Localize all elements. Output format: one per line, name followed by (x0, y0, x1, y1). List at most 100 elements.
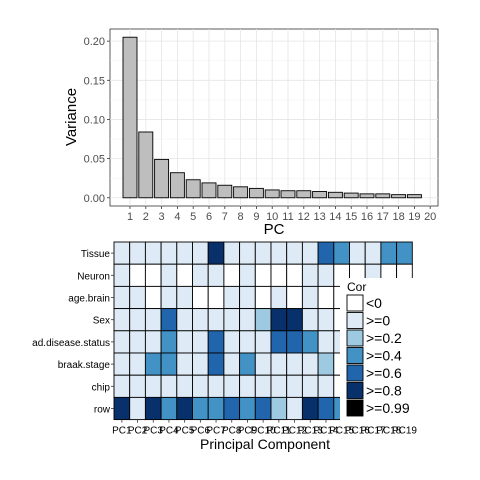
heat-cell (271, 375, 287, 397)
heat-cell (255, 331, 271, 353)
bar-pc8 (234, 187, 248, 198)
heat-cell (130, 331, 146, 353)
heat-cell (224, 264, 240, 286)
heat-cell (177, 242, 193, 264)
bar-pc4 (170, 173, 184, 198)
x-tick-label: 20 (424, 211, 436, 223)
heatmap-legend: Cor <0>=0>=0.2>=0.4>=0.6>=0.8>=0.99 (340, 278, 422, 424)
bar-pc17 (376, 194, 390, 198)
heat-cell (224, 353, 240, 375)
heat-cell (318, 397, 334, 419)
heat-cell (287, 264, 303, 286)
legend-label: <0 (366, 295, 382, 311)
heat-cell (350, 242, 366, 264)
row-label: braak.stage (58, 360, 111, 371)
heat-cell (240, 397, 256, 419)
heat-cell (224, 375, 240, 397)
row-label: age.brain (68, 294, 110, 305)
heat-cell (161, 375, 177, 397)
heat-cell (271, 331, 287, 353)
x-tick-label: 12 (298, 211, 310, 223)
heat-cell (145, 286, 161, 308)
y-tick-label: 0.20 (84, 36, 105, 48)
x-tick-label: 1 (127, 211, 133, 223)
x-tick-label: 8 (238, 211, 244, 223)
row-label: Tissue (81, 249, 111, 260)
heat-cell (193, 331, 209, 353)
bar-pc15 (344, 193, 358, 198)
heat-cell (208, 353, 224, 375)
x-tick-label: 19 (408, 211, 420, 223)
heat-cell (302, 242, 318, 264)
heat-cell (177, 309, 193, 331)
heat-cell (145, 397, 161, 419)
heat-cell (318, 286, 334, 308)
heat-cell (161, 242, 177, 264)
heat-cell (255, 286, 271, 308)
legend-swatch (347, 348, 363, 364)
heat-cell (193, 397, 209, 419)
heat-cell (177, 353, 193, 375)
heat-cell (177, 375, 193, 397)
heat-cell (161, 264, 177, 286)
bar-pc6 (202, 183, 216, 198)
scree-x-title: PC (264, 221, 285, 238)
heat-cell (114, 242, 130, 264)
bar-pc5 (186, 180, 200, 198)
x-tick-label: 2 (143, 211, 149, 223)
heat-cell (145, 264, 161, 286)
heat-cell (255, 309, 271, 331)
heat-cell (271, 242, 287, 264)
heat-cell (145, 309, 161, 331)
bar-pc10 (265, 190, 279, 198)
bar-pc13 (313, 192, 327, 198)
heat-cell (177, 397, 193, 419)
heat-cell (255, 264, 271, 286)
legend-label: >=0.2 (366, 330, 402, 346)
heat-cell (193, 264, 209, 286)
row-label: Neuron (77, 271, 110, 282)
heat-cell (255, 375, 271, 397)
legend-swatch (347, 383, 363, 399)
legend-swatch (347, 330, 363, 346)
bar-pc16 (360, 194, 374, 198)
heat-cell (271, 309, 287, 331)
heat-cell (334, 242, 350, 264)
heat-cell (114, 309, 130, 331)
x-tick-label: 16 (361, 211, 373, 223)
legend-label: >=0.6 (366, 365, 402, 381)
col-label: PC19 (392, 426, 417, 437)
heat-cell (130, 264, 146, 286)
heat-cell (130, 353, 146, 375)
bar-pc7 (218, 185, 232, 198)
heat-cell (287, 397, 303, 419)
x-tick-label: 13 (313, 211, 325, 223)
y-tick-label: 0.15 (84, 75, 105, 87)
heat-cell (130, 242, 146, 264)
heat-cell (145, 242, 161, 264)
heat-cell (114, 353, 130, 375)
heat-cell (193, 309, 209, 331)
heat-cell (193, 375, 209, 397)
heat-cell (224, 286, 240, 308)
heat-cell (318, 242, 334, 264)
heat-cell (318, 331, 334, 353)
legend-label: >=0.8 (366, 383, 402, 399)
row-label: Sex (93, 316, 110, 327)
heat-cell (255, 353, 271, 375)
heat-cell (208, 309, 224, 331)
heat-cell (287, 353, 303, 375)
bar-pc12 (297, 191, 311, 198)
heat-cell (130, 397, 146, 419)
heat-cell (302, 353, 318, 375)
y-tick-label: 0.10 (84, 114, 105, 126)
scree-plot: 0.000.050.100.150.20 1 2 3 4 5 6 7 8 9 10 11 12 13 14… (0, 0, 480, 238)
legend-swatch (347, 365, 363, 381)
heat-cell (381, 242, 397, 264)
heat-cell (145, 353, 161, 375)
bar-pc3 (155, 159, 169, 197)
heatmap-row-labels: TissueNeuronage.brainSexad.disease.statu… (32, 249, 114, 415)
heat-cell (255, 242, 271, 264)
heat-cell (161, 286, 177, 308)
pc-correlation-heatmap: Tissue Neuron age.brain Sex ad.disease.statu… (0, 238, 480, 480)
